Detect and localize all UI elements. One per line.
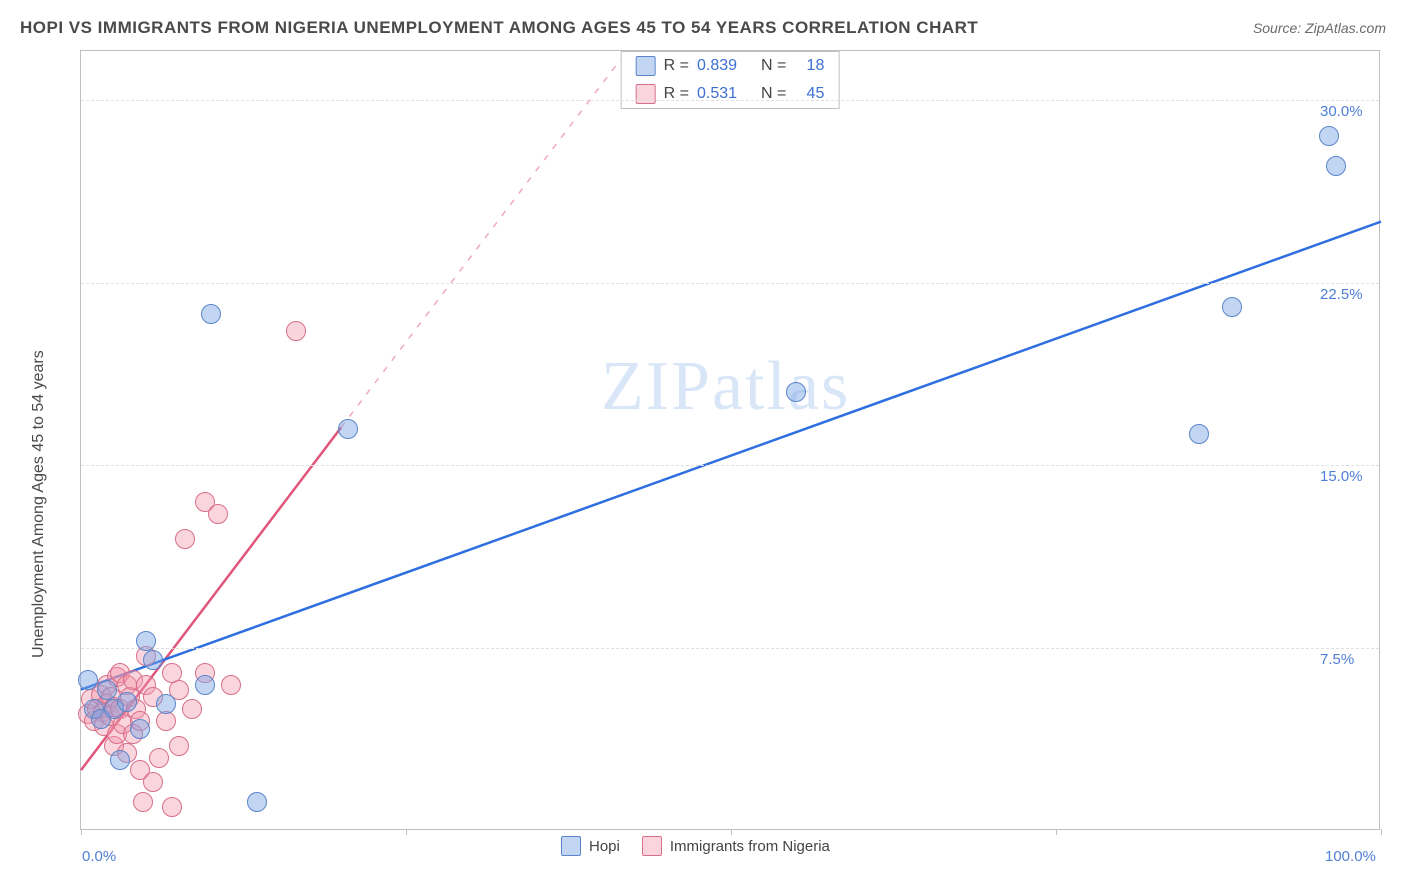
hopi-point <box>110 750 130 770</box>
nigeria-point <box>162 797 182 817</box>
hopi-point <box>786 382 806 402</box>
legend-swatch <box>561 836 581 856</box>
chart-title: HOPI VS IMMIGRANTS FROM NIGERIA UNEMPLOY… <box>20 18 978 38</box>
hopi-point <box>247 792 267 812</box>
nigeria-point <box>208 504 228 524</box>
legend-item-hopi: Hopi <box>561 836 620 856</box>
legend-label-nigeria: Immigrants from Nigeria <box>670 838 830 855</box>
legend-row-nigeria: R =0.531N =45 <box>622 80 839 108</box>
legend-item-nigeria: Immigrants from Nigeria <box>642 836 830 856</box>
legend-row-hopi: R = 0.839 N = 18 <box>622 52 839 80</box>
header-row: HOPI VS IMMIGRANTS FROM NIGERIA UNEMPLOY… <box>20 18 1386 38</box>
nigeria-point <box>149 748 169 768</box>
hopi-point <box>156 694 176 714</box>
legend-swatch-hopi <box>636 56 656 76</box>
hopi-point <box>338 419 358 439</box>
nigeria-point <box>221 675 241 695</box>
x-tick <box>1056 829 1057 835</box>
trend-lines-svg <box>81 51 1381 831</box>
gridline <box>81 283 1379 284</box>
y-tick-label: 30.0% <box>1320 103 1363 120</box>
hopi-point <box>195 675 215 695</box>
hopi-point <box>130 719 150 739</box>
gridline <box>81 465 1379 466</box>
nigeria-point <box>143 772 163 792</box>
nigeria-point <box>169 736 189 756</box>
n-label: N = <box>761 57 786 75</box>
hopi-point <box>97 680 117 700</box>
nigeria-point <box>175 529 195 549</box>
nigeria-point <box>182 699 202 719</box>
nigeria-point <box>286 321 306 341</box>
legend-label-hopi: Hopi <box>589 838 620 855</box>
y-tick-label: 22.5% <box>1320 286 1363 303</box>
r-value-hopi: 0.839 <box>697 57 753 75</box>
hopi-point <box>117 692 137 712</box>
nigeria-point <box>156 711 176 731</box>
y-tick-label: 7.5% <box>1320 651 1354 668</box>
legend-swatch-nigeria <box>636 84 656 104</box>
r-label: R = <box>664 57 689 75</box>
plot-area: ZIPatlas R =0.839N =18R =0.531N =45 <box>80 50 1380 830</box>
source-attribution: Source: ZipAtlas.com <box>1253 20 1386 36</box>
hopi-point <box>1189 424 1209 444</box>
nigeria-point <box>133 792 153 812</box>
x-tick <box>1381 829 1382 835</box>
n-value-hopi: 18 <box>794 57 824 75</box>
hopi-point <box>1326 156 1346 176</box>
chart-container: HOPI VS IMMIGRANTS FROM NIGERIA UNEMPLOY… <box>0 0 1406 892</box>
x-axis-max-label: 100.0% <box>1325 848 1376 865</box>
hopi-point <box>1222 297 1242 317</box>
x-tick <box>731 829 732 835</box>
series-legend: Hopi Immigrants from Nigeria <box>561 836 830 856</box>
y-axis-label: Unemployment Among Ages 45 to 54 years <box>30 351 48 659</box>
legend-swatch <box>642 836 662 856</box>
gridline <box>81 648 1379 649</box>
hopi-point <box>201 304 221 324</box>
x-tick <box>406 829 407 835</box>
x-axis-min-label: 0.0% <box>82 848 116 865</box>
y-tick-label: 15.0% <box>1320 468 1363 485</box>
gridline <box>81 100 1379 101</box>
hopi-point <box>78 670 98 690</box>
hopi-point <box>1319 126 1339 146</box>
hopi-point <box>143 650 163 670</box>
hopi-point <box>136 631 156 651</box>
x-tick <box>81 829 82 835</box>
